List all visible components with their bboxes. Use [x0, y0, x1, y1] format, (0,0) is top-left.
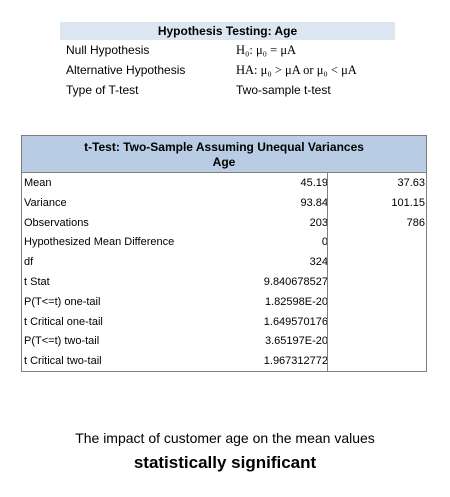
row-value-variable-1: 1.967312772 [263, 355, 328, 368]
column-divider [327, 173, 328, 371]
conclusion: The impact of customer age on the mean v… [0, 428, 450, 475]
conclusion-text: The impact of customer age on the mean v… [75, 430, 375, 446]
table-row: t Stat 9.840678527 [22, 272, 426, 292]
ttest-table-header: t-Test: Two-Sample Assuming Unequal Vari… [21, 135, 427, 173]
null-hypothesis-label: Null Hypothesis [66, 43, 150, 57]
hypothesis-row-alternative: Alternative Hypothesis HA: μ₀ > μA or μ₀… [60, 60, 395, 80]
row-value-variable-1: 0 [321, 236, 328, 249]
table-row: Observations 203 786 [22, 213, 426, 233]
row-value-variable-2: 786 [406, 216, 425, 229]
table-row: P(T<=t) one-tail 1.82598E-20 [22, 292, 426, 312]
null-hypothesis-value: H₀: μ₀ = μA [236, 43, 297, 57]
alternative-hypothesis-value: HA: μ₀ > μA or μ₀ < μA [236, 63, 357, 77]
row-value-variable-1: 93.84 [300, 196, 328, 209]
hypothesis-title: Hypothesis Testing: Age [60, 22, 395, 40]
row-label: Hypothesized Mean Difference [24, 236, 175, 249]
conclusion-verdict: statistically significant [133, 453, 317, 472]
row-label: t Critical one-tail [24, 315, 103, 328]
row-value-variable-1: 45.19 [300, 177, 328, 189]
ttest-type-label: Type of T-test [66, 83, 139, 97]
table-row: Mean 45.19 37.63 [22, 173, 426, 193]
table-row: Variance 93.84 101.15 [22, 193, 426, 213]
table-row: df 324 [22, 252, 426, 272]
ttest-table-title: t-Test: Two-Sample Assuming Unequal Vari… [84, 140, 364, 154]
ttest-table-subtitle: Age [212, 155, 236, 169]
ttest-table-body: Mean 45.19 37.63 Variance 93.84 101.15 Observa… [21, 173, 427, 372]
hypothesis-box: Hypothesis Testing: Age Null Hypothesis … [60, 22, 395, 100]
table-row: t Critical one-tail 1.649570176 [22, 312, 426, 332]
row-label: P(T<=t) one-tail [24, 295, 101, 308]
row-label: P(T<=t) two-tail [24, 335, 100, 348]
table-row: t Critical two-tail 1.967312772 [22, 351, 426, 371]
row-value-variable-1: 3.65197E-20 [265, 335, 328, 348]
table-row: P(T<=t) two-tail 3.65197E-20 [22, 331, 426, 351]
hypothesis-row-null: Null Hypothesis H₀: μ₀ = μA [60, 40, 395, 60]
row-label: t Critical two-tail [24, 355, 102, 368]
row-value-variable-1: 1.82598E-20 [265, 295, 328, 308]
alternative-hypothesis-label: Alternative Hypothesis [66, 63, 186, 77]
row-value-variable-2: 37.63 [397, 177, 425, 189]
ttest-type-value: Two-sample t-test [236, 83, 331, 97]
row-value-variable-1: 203 [309, 216, 328, 229]
ttest-table: t-Test: Two-Sample Assuming Unequal Vari… [21, 135, 427, 372]
row-label: df [24, 256, 34, 269]
row-value-variable-1: 324 [309, 256, 328, 269]
hypothesis-row-type: Type of T-test Two-sample t-test [60, 80, 395, 100]
row-value-variable-2: 101.15 [391, 196, 425, 209]
row-value-variable-1: 9.840678527 [263, 275, 328, 288]
row-value-variable-1: 1.649570176 [263, 315, 328, 328]
row-label: Variance [24, 196, 67, 209]
table-row: Hypothesized Mean Difference 0 [22, 232, 426, 252]
row-label: t Stat [24, 275, 50, 288]
row-label: Mean [24, 177, 52, 189]
row-label: Observations [24, 216, 89, 229]
